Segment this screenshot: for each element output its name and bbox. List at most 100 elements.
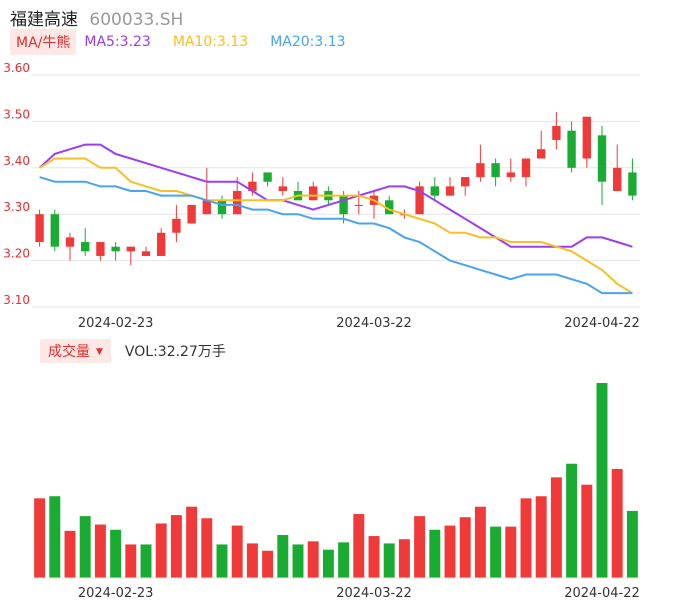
candle-body	[111, 246, 120, 252]
volume-bar	[201, 518, 213, 578]
volume-bar	[186, 506, 198, 578]
candle-body	[50, 214, 59, 247]
ma5-label: MA5:3.23	[84, 34, 151, 50]
candle-body	[172, 218, 181, 233]
ma20-line	[39, 176, 633, 295]
candle-body	[506, 172, 515, 178]
volume-bar	[550, 477, 562, 578]
candle-body	[309, 186, 318, 201]
x-tick-label: 2024-04-22	[564, 316, 640, 331]
indicator-selector-button[interactable]: MA/牛熊	[10, 29, 77, 55]
volume-bar	[277, 535, 289, 578]
volume-bar	[216, 544, 228, 578]
volume-bar	[338, 542, 350, 578]
candle-body	[96, 242, 105, 256]
volume-bar	[596, 383, 608, 578]
candle-body	[597, 135, 607, 182]
stock-code: 600033.SH	[89, 10, 184, 30]
volume-bar	[140, 544, 152, 578]
y-tick-label: 3.40	[3, 154, 30, 168]
volume-bar	[444, 525, 456, 578]
candle-body	[81, 242, 90, 252]
ma20-label: MA20:3.13	[270, 34, 346, 50]
x-tick-label: 2024-02-23	[78, 316, 154, 331]
candle-body	[385, 200, 394, 215]
volume-bar	[414, 516, 426, 578]
candle-body	[445, 186, 455, 196]
volume-bar	[581, 484, 593, 578]
volume-bar	[353, 514, 365, 578]
candle-body	[415, 186, 424, 215]
volume-bar	[307, 541, 319, 578]
volume-bar	[626, 510, 638, 578]
volume-legend: 成交量 ▼ VOL:32.27万手	[40, 339, 226, 363]
candle-body	[582, 116, 591, 159]
candle-body	[567, 130, 576, 168]
volume-bar	[368, 536, 380, 578]
volume-bar	[429, 529, 441, 578]
volume-bar	[459, 517, 471, 578]
volume-bar	[535, 496, 547, 578]
volume-bar	[292, 544, 304, 578]
candle-body	[628, 172, 637, 196]
volume-bar	[94, 524, 106, 578]
candle-body	[521, 158, 531, 178]
volume-bar	[34, 498, 46, 578]
volume-bar	[490, 526, 502, 578]
volume-bar	[474, 506, 486, 578]
candle-body	[187, 204, 196, 224]
volume-bar	[246, 543, 258, 578]
volume-bar	[125, 544, 137, 578]
volume-bar	[383, 543, 395, 578]
volume-value: VOL:32.27万手	[124, 344, 226, 360]
candle-body	[141, 251, 151, 256]
candle-body	[476, 163, 485, 178]
volume-bar	[170, 515, 182, 578]
candle-body	[430, 186, 439, 196]
candle-body	[217, 200, 227, 215]
candle-body	[233, 191, 242, 215]
volume-bar	[262, 550, 274, 578]
volume-bar	[322, 549, 334, 578]
y-tick-label: 3.50	[3, 107, 30, 121]
candle-body	[613, 167, 622, 191]
volume-bar	[520, 498, 532, 578]
volume-x-tick-label: 2024-03-22	[336, 586, 412, 601]
ma10-label: MA10:3.13	[172, 34, 249, 50]
volume-indicator-dropdown[interactable]: 成交量 ▼	[40, 339, 111, 363]
candle-body	[339, 195, 348, 215]
volume-bar	[231, 525, 243, 578]
volume-bar	[398, 539, 410, 578]
y-tick-label: 3.30	[3, 200, 30, 214]
candle-body	[354, 204, 363, 206]
volume-bar	[110, 529, 122, 578]
ma-legend: MA/牛熊 MA5:3.23 MA10:3.13 MA20:3.13	[10, 29, 368, 55]
caret-down-icon: ▼	[96, 347, 103, 357]
candle-body	[126, 246, 135, 252]
volume-bar	[79, 516, 91, 578]
volume-bar	[155, 523, 167, 578]
volume-x-tick-label: 2024-04-22	[564, 586, 640, 601]
candle-body	[157, 232, 166, 256]
volume-bar	[64, 530, 76, 578]
volume-bar	[611, 468, 623, 578]
volume-bar	[505, 526, 517, 578]
x-tick-label: 2024-03-22	[336, 316, 412, 331]
volume-bar	[49, 496, 61, 578]
candle-body	[278, 186, 287, 191]
candle-body	[35, 214, 44, 243]
y-tick-label: 3.60	[3, 61, 30, 75]
ma10-line	[39, 157, 633, 294]
candle-body	[491, 163, 500, 178]
stock-title: 福建高速 600033.SH	[10, 5, 183, 30]
volume-x-tick-label: 2024-02-23	[78, 586, 154, 601]
candle-body	[263, 172, 272, 182]
candle-body	[461, 177, 470, 187]
candle-body	[248, 181, 257, 191]
volume-bar	[566, 463, 578, 578]
candle-body	[537, 149, 546, 159]
y-tick-label: 3.10	[3, 293, 30, 307]
candle-body	[202, 200, 211, 215]
y-tick-label: 3.20	[3, 247, 30, 261]
